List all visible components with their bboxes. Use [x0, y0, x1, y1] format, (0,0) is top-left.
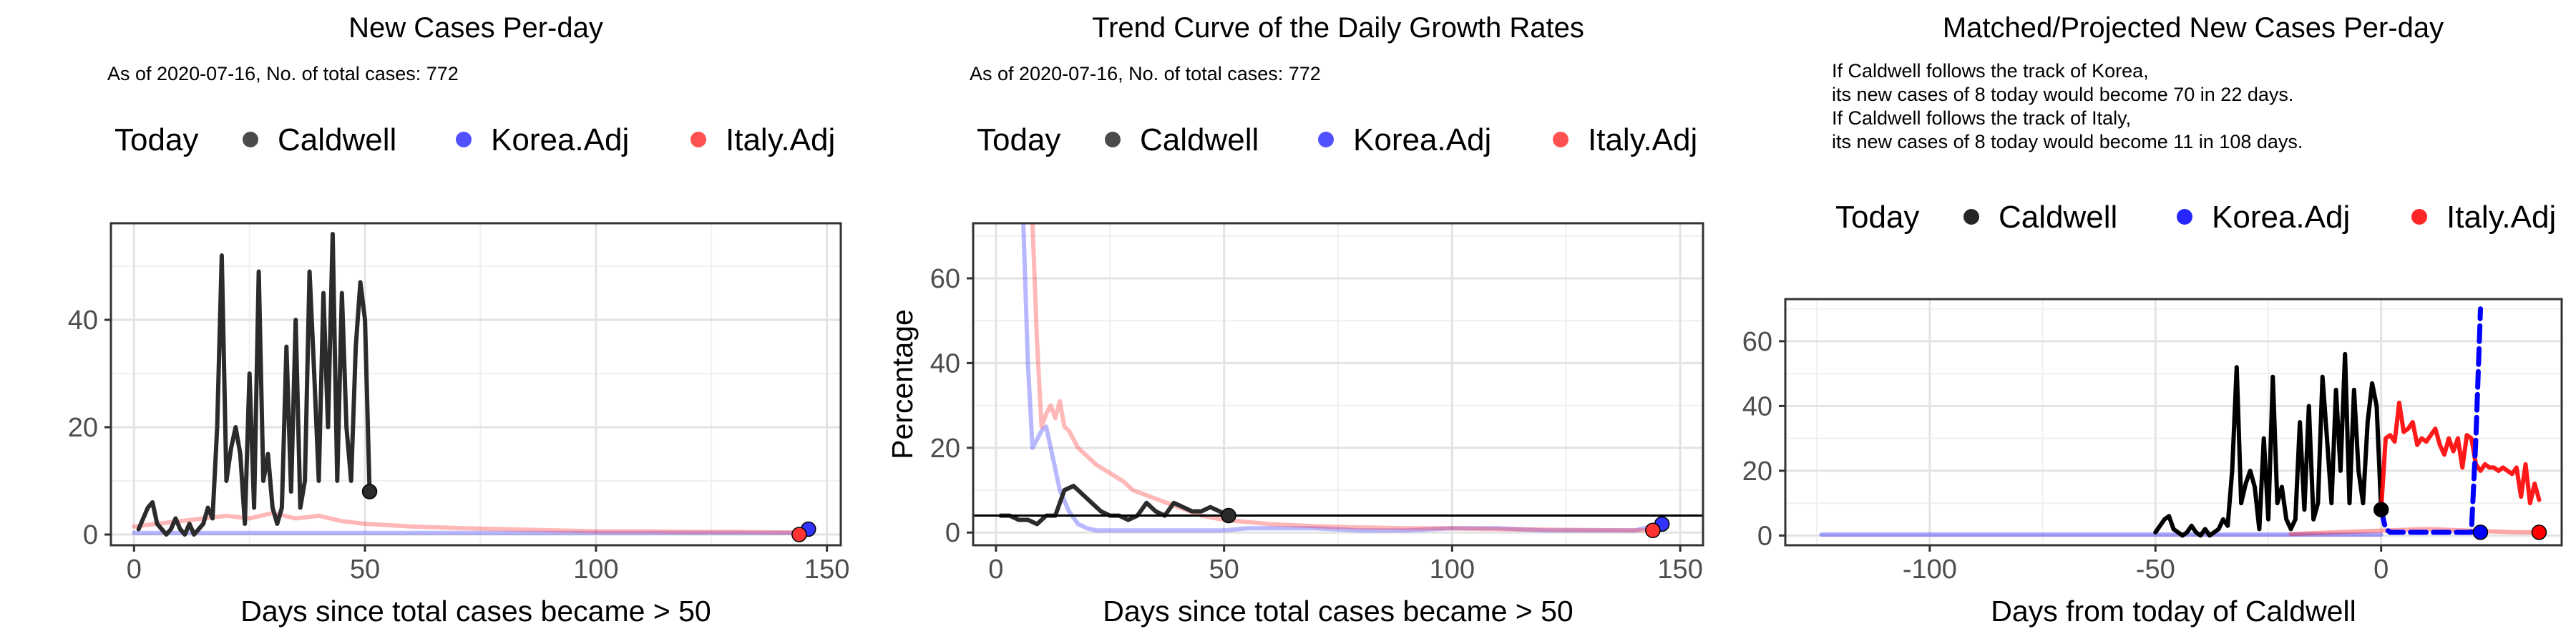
series-italy-adj	[2288, 527, 2542, 537]
today-point-caldwell	[361, 484, 378, 499]
legend-label: Caldwell	[278, 122, 396, 157]
series-italy-adj-projected	[2379, 400, 2542, 512]
today-point-italy-adj	[1645, 522, 1661, 539]
y-tick-label: 0	[83, 520, 98, 550]
chart-title: Trend Curve of the Daily Growth Rates	[1092, 12, 1584, 44]
legend-key-1	[243, 132, 258, 147]
plot-area	[1785, 299, 2562, 545]
y-tick-label: 40	[1742, 391, 1772, 421]
note-line: its new cases of 8 today would become 11…	[1832, 131, 2303, 152]
panel-2: Trend Curve of the Daily Growth Rates As …	[886, 12, 1704, 628]
legend-label: Korea.Adj	[2212, 200, 2350, 235]
y-tick-label: 0	[945, 518, 960, 548]
x-tick-label: 50	[1209, 555, 1239, 585]
today-point-italy-adj	[2531, 525, 2547, 540]
series-caldwell	[2153, 351, 2384, 538]
gridlines	[111, 223, 841, 545]
legend-key-3	[1553, 132, 1568, 147]
x-tick-label: 50	[350, 555, 380, 585]
x-axis-label: Days from today of Caldwell	[1991, 595, 2356, 628]
y-tick-label: 60	[930, 264, 960, 294]
y-tick-label: 60	[1742, 327, 1772, 357]
legend-label: Italy.Adj	[1588, 122, 1697, 157]
x-tick-label: -50	[2136, 555, 2175, 585]
legend-key-3	[691, 132, 706, 147]
series-layer	[973, 223, 1703, 539]
note-line: If Caldwell follows the track of Italy,	[1832, 107, 2131, 129]
plot-area	[111, 223, 841, 545]
note-line: If Caldwell follows the track of Korea,	[1832, 60, 2149, 82]
legend-title: Today	[1835, 200, 1919, 235]
x-tick-label: -100	[1903, 555, 1957, 585]
x-tick-label: 0	[2373, 555, 2389, 585]
legend-label: Italy.Adj	[2446, 200, 2556, 235]
chart-subtitle: As of 2020-07-16, No. of total cases: 77…	[107, 63, 459, 84]
series-korea-adj	[1021, 223, 1664, 533]
y-axis-label: Percentage	[886, 309, 919, 459]
plot-border	[1784, 298, 2563, 547]
x-tick-label: 0	[127, 555, 142, 585]
y-tick-label: 20	[1742, 457, 1772, 487]
legend-key-1	[1963, 209, 1979, 225]
axes: 0 50 100 150 0 20 40 60 Days since total cases b…	[886, 264, 1703, 628]
legend-label: Caldwell	[1999, 200, 2117, 235]
y-tick-label: 20	[68, 413, 98, 443]
series-italy-adj	[1030, 223, 1655, 533]
x-tick-label: 150	[804, 555, 849, 585]
legend-key-1	[1105, 132, 1121, 147]
legend: Today Caldwell Korea.Adj Italy.Adj	[114, 122, 835, 157]
y-tick-label: 40	[68, 306, 98, 336]
gridlines	[1785, 299, 2562, 545]
legend-label: Korea.Adj	[1353, 122, 1491, 157]
plot-border	[972, 222, 1704, 547]
legend: Today Caldwell Korea.Adj Italy.Adj	[1835, 200, 2556, 235]
series-layer	[132, 232, 816, 542]
chart-title: Matched/Projected New Cases Per-day	[1943, 12, 2444, 44]
legend-title: Today	[114, 122, 198, 157]
today-point-italy-adj	[791, 527, 807, 542]
legend-label: Caldwell	[1140, 122, 1259, 157]
today-point-korea-adj	[2472, 525, 2489, 540]
x-tick-label: 0	[988, 555, 1003, 585]
series-caldwell	[136, 232, 372, 537]
legend-key-2	[456, 132, 472, 147]
series-korea-adj-projected	[2379, 306, 2483, 535]
note-line: its new cases of 8 today would become 70…	[1832, 84, 2293, 105]
legend-title: Today	[977, 122, 1060, 157]
y-tick-label: 40	[930, 348, 960, 379]
legend-key-3	[2411, 209, 2427, 225]
legend-label: Korea.Adj	[491, 122, 629, 157]
legend-key-2	[1318, 132, 1334, 147]
x-tick-label: 100	[1430, 555, 1475, 585]
today-point-caldwell	[1221, 507, 1236, 524]
panel-3: Matched/Projected New Cases Per-day If Ca…	[1742, 12, 2563, 628]
legend: Today Caldwell Korea.Adj Italy.Adj	[977, 122, 1697, 157]
axes: 0 50 100 150 0 20 40 Days since total cases bec…	[68, 306, 850, 628]
chart-title: New Cases Per-day	[348, 12, 603, 44]
today-point-caldwell	[2373, 502, 2389, 517]
series-layer	[1819, 306, 2547, 540]
axes: -100 -50 0 0 20 40 60 Days from today of Caldwe…	[1742, 327, 2389, 628]
y-tick-label: 20	[930, 434, 960, 464]
plot-border	[109, 222, 842, 547]
y-tick-label: 0	[1757, 521, 1772, 551]
x-axis-label: Days since total cases became > 50	[1103, 595, 1573, 628]
x-axis-label: Days since total cases became > 50	[240, 595, 711, 628]
chart-subtitle: As of 2020-07-16, No. of total cases: 77…	[970, 63, 1321, 84]
x-tick-label: 100	[573, 555, 618, 585]
gridlines	[973, 223, 1703, 545]
panel-1: New Cases Per-day As of 2020-07-16, No. o…	[68, 12, 850, 628]
legend-key-2	[2177, 209, 2192, 225]
x-tick-label: 150	[1657, 555, 1702, 585]
legend-label: Italy.Adj	[726, 122, 835, 157]
